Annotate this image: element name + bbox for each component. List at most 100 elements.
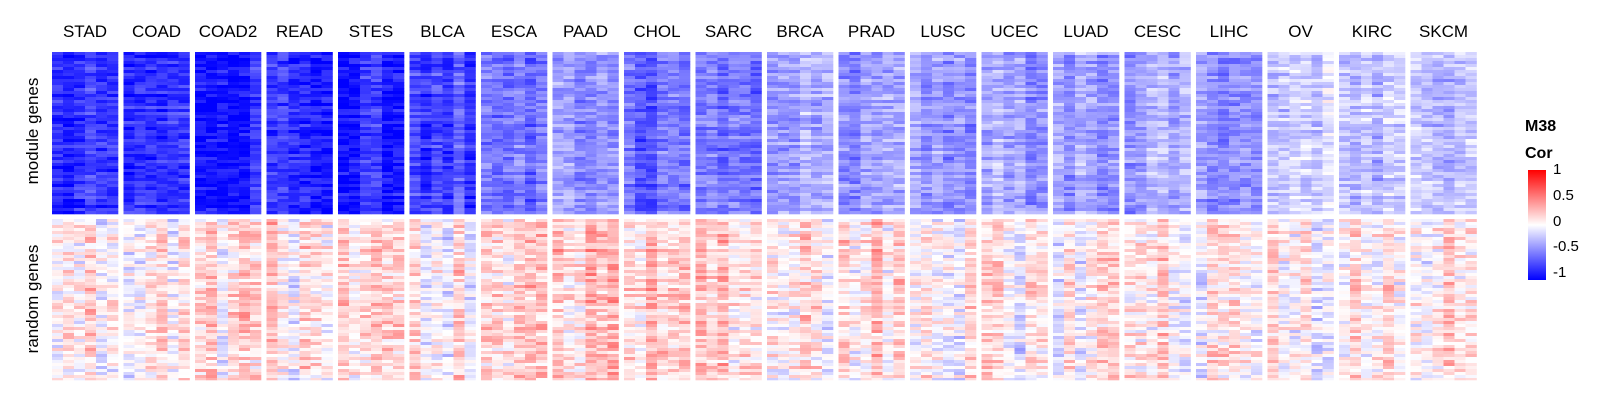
heatmap-cell xyxy=(134,315,146,319)
heatmap-cell xyxy=(360,142,372,146)
heatmap-cell xyxy=(107,339,119,343)
heatmap-cell xyxy=(156,199,168,203)
heatmap-cell xyxy=(536,208,548,212)
heatmap-cell xyxy=(310,190,322,194)
heatmap-cell xyxy=(96,124,108,128)
heatmap-cell xyxy=(228,243,240,247)
heatmap-cell xyxy=(420,231,432,235)
heatmap-cell xyxy=(393,318,405,322)
heatmap-cell xyxy=(228,261,240,265)
heatmap-cell xyxy=(228,264,240,268)
heatmap-cell xyxy=(266,196,278,200)
heatmap-cell xyxy=(123,255,135,259)
heatmap-cell xyxy=(596,175,608,179)
heatmap-cell xyxy=(349,94,361,98)
heatmap-cell xyxy=(228,294,240,298)
heatmap-cell xyxy=(52,142,64,146)
heatmap-cell xyxy=(420,52,432,56)
heatmap-cell xyxy=(563,118,575,122)
heatmap-cell xyxy=(453,169,465,173)
heatmap-cell xyxy=(393,255,405,259)
heatmap-cell xyxy=(206,160,218,164)
heatmap-cell xyxy=(503,255,515,259)
heatmap-cell xyxy=(464,91,476,95)
heatmap-cell xyxy=(431,360,443,364)
heatmap-cell xyxy=(134,211,146,215)
heatmap-cell xyxy=(552,276,564,280)
heatmap-cell xyxy=(393,351,405,355)
heatmap-cell xyxy=(552,222,564,226)
heatmap-cell xyxy=(371,276,383,280)
heatmap-cell xyxy=(393,315,405,319)
heatmap-cell xyxy=(63,366,75,370)
heatmap-cell xyxy=(492,303,504,307)
heatmap-cell xyxy=(134,258,146,262)
heatmap-cell xyxy=(382,282,394,286)
heatmap-cell xyxy=(382,85,394,89)
heatmap-cell xyxy=(481,219,493,223)
heatmap-cell xyxy=(123,142,135,146)
heatmap-cell xyxy=(228,357,240,361)
heatmap-cell xyxy=(107,142,119,146)
heatmap-cell xyxy=(409,312,421,316)
heatmap-cell xyxy=(503,246,515,250)
heatmap-cell xyxy=(552,76,564,80)
heatmap-cell xyxy=(239,255,251,259)
heatmap-cell xyxy=(492,234,504,238)
heatmap-cell xyxy=(409,199,421,203)
heatmap-cell xyxy=(85,315,97,319)
heatmap-cell xyxy=(492,52,504,56)
heatmap-cell xyxy=(266,163,278,167)
heatmap-cell xyxy=(74,91,86,95)
heatmap-cell xyxy=(96,145,108,149)
heatmap-cell xyxy=(123,366,135,370)
heatmap-cell xyxy=(321,348,333,352)
heatmap-cell xyxy=(239,303,251,307)
heatmap-cell xyxy=(503,166,515,170)
heatmap-cell xyxy=(481,70,493,74)
heatmap-cell xyxy=(431,369,443,373)
heatmap-cell xyxy=(409,94,421,98)
heatmap-cell xyxy=(63,303,75,307)
heatmap-cell xyxy=(321,190,333,194)
heatmap-cell xyxy=(156,70,168,74)
heatmap-cell xyxy=(464,333,476,337)
heatmap-cell xyxy=(360,118,372,122)
heatmap-cell xyxy=(338,145,350,149)
heatmap-cell xyxy=(360,312,372,316)
heatmap-cell xyxy=(464,145,476,149)
heatmap-cell xyxy=(338,291,350,295)
heatmap-cell xyxy=(536,312,548,316)
heatmap-cell xyxy=(228,73,240,77)
heatmap-cell xyxy=(195,327,207,331)
heatmap-cell xyxy=(206,228,218,232)
heatmap-cell xyxy=(349,139,361,143)
heatmap-cell xyxy=(52,193,64,197)
heatmap-cell xyxy=(585,115,597,119)
heatmap-cell xyxy=(503,88,515,92)
heatmap-cell xyxy=(156,202,168,206)
heatmap-cell xyxy=(178,255,190,259)
heatmap-cell xyxy=(299,336,311,340)
heatmap-cell xyxy=(178,282,190,286)
heatmap-cell xyxy=(299,309,311,313)
heatmap-cell xyxy=(360,342,372,346)
heatmap-cell xyxy=(96,175,108,179)
heatmap-cell xyxy=(156,333,168,337)
heatmap-cell xyxy=(52,330,64,334)
heatmap-cell xyxy=(596,211,608,215)
heatmap-cell xyxy=(195,321,207,325)
heatmap-cell xyxy=(574,273,586,277)
heatmap-cell xyxy=(299,312,311,316)
heatmap-cell xyxy=(167,228,179,232)
heatmap-cell xyxy=(134,288,146,292)
heatmap-cell xyxy=(503,127,515,131)
heatmap-cell xyxy=(420,240,432,244)
heatmap-cell xyxy=(453,378,465,381)
heatmap-cell xyxy=(453,297,465,301)
heatmap-cell xyxy=(409,91,421,95)
heatmap-cell xyxy=(349,88,361,92)
heatmap-cell xyxy=(266,208,278,212)
heatmap-cell xyxy=(371,58,383,62)
heatmap-cell xyxy=(552,157,564,161)
